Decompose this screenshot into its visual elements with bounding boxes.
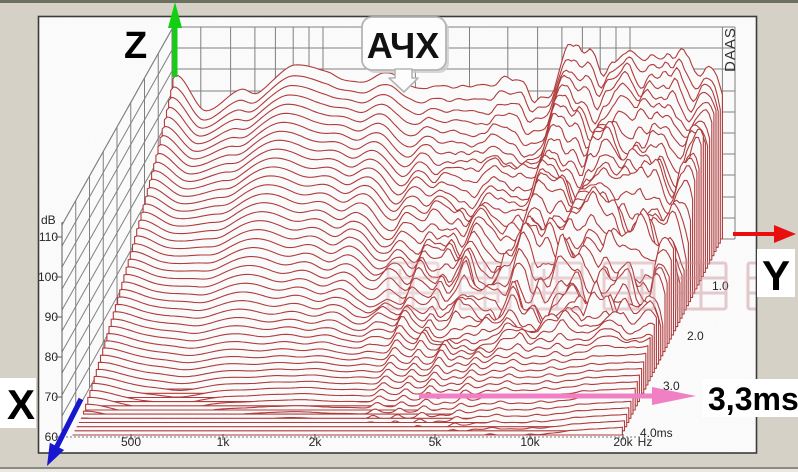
- svg-text:АЧХ: АЧХ: [367, 25, 440, 66]
- svg-text:DAAS: DAAS: [722, 27, 739, 72]
- svg-text:X: X: [7, 381, 35, 428]
- svg-text:3,3ms: 3,3ms: [708, 381, 798, 417]
- svg-text:Y: Y: [762, 252, 790, 299]
- svg-text:Z: Z: [124, 25, 147, 67]
